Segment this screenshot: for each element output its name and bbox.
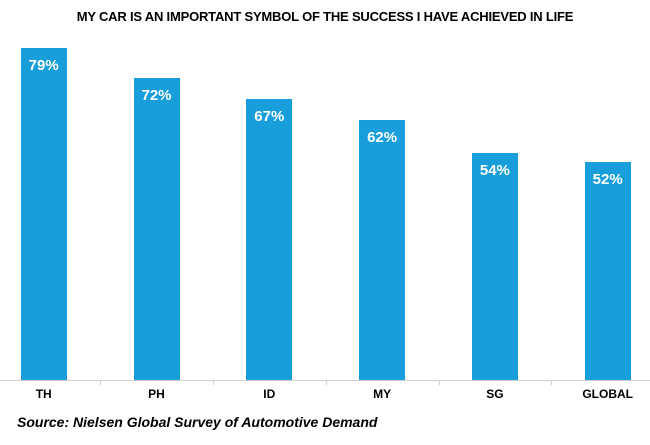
x-axis-tick	[212, 380, 214, 385]
bar-value-label: 67%	[254, 107, 285, 125]
x-axis-label-global: GLOBAL	[582, 387, 634, 401]
x-axis-label-sg: SG	[486, 387, 504, 401]
bar-value-label: 52%	[592, 170, 623, 188]
bar-value-label: 54%	[479, 162, 510, 180]
bar-sg	[471, 153, 518, 380]
bar-value-label: 79%	[28, 57, 59, 75]
x-axis-tick	[438, 380, 440, 385]
x-axis-label-my: MY	[373, 387, 392, 401]
bar-value-label: 62%	[367, 128, 398, 146]
x-axis-tick	[325, 380, 327, 385]
x-axis-label-th: TH	[35, 387, 52, 401]
source-note: Source: Nielsen Global Survey of Automot…	[17, 414, 378, 430]
bar-th	[20, 48, 67, 380]
bar-value-label: 72%	[141, 86, 172, 104]
x-axis-label-id: ID	[263, 387, 276, 401]
bar-global	[584, 161, 631, 380]
x-axis-label-ph: PH	[148, 387, 165, 401]
x-axis-tick	[100, 380, 102, 385]
x-axis-tick	[551, 380, 553, 385]
bar-my	[359, 119, 406, 380]
bar-id	[246, 98, 293, 380]
chart-title: MY CAR IS AN IMPORTANT SYMBOL OF THE SUC…	[76, 9, 574, 24]
bar-ph	[133, 77, 180, 380]
x-axis-line	[0, 380, 650, 381]
